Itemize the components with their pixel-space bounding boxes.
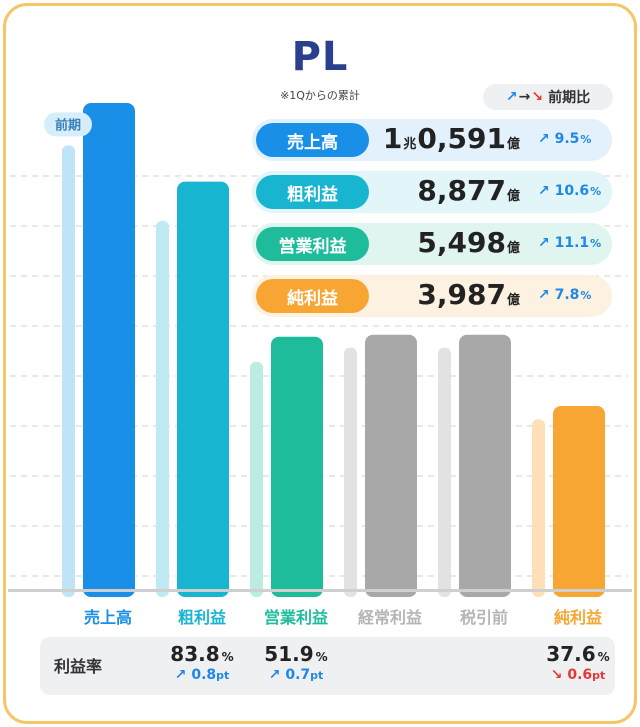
x-axis-labels: 売上高 粗利益 営業利益 経常利益 税引前 純利益 [0, 604, 640, 627]
metric-change-unit: % [580, 133, 592, 146]
margin-heading: 利益率 [54, 657, 103, 676]
metric-value: 8,877 億 [417, 174, 520, 207]
metric-value-unit: 億 [506, 241, 520, 256]
margin-panel: 利益率 83.8% ↗ 0.8pt 51.9% ↗ 0.7pt 37.6% ↘ … [40, 637, 615, 695]
x-tick-label: 営業利益 [263, 608, 328, 627]
metric-change-value: 7.8 [554, 287, 580, 303]
metric-name: 純利益 [256, 279, 369, 313]
bar-previous [156, 220, 169, 597]
bar-current [365, 334, 417, 597]
metric-value: 1 兆 0,591 億 [383, 122, 520, 155]
metric-row-net-profit: 純利益 3,987 億 ↗ 7.8% [252, 275, 612, 317]
margin-change: 0.8 [191, 667, 217, 683]
down-arrow-icon: ↘ [550, 667, 568, 683]
up-arrow-icon: ↗ [538, 287, 555, 303]
metric-change-unit: % [590, 185, 602, 198]
metric-value: 3,987 億 [417, 278, 520, 311]
metric-value-unit: 億 [506, 137, 520, 152]
bar-current [553, 406, 605, 597]
metric-change: ↗ 7.8% [538, 287, 591, 303]
metric-value-unit: 億 [506, 293, 520, 308]
metric-change: ↗ 10.6% [538, 183, 601, 199]
metric-change-value: 9.5 [554, 131, 580, 147]
metric-value: 5,498 億 [417, 226, 520, 259]
margin-unit: % [221, 650, 234, 664]
margin-value: 83.8 [170, 642, 220, 666]
legend: ↗ → ↘ 前期比 [483, 84, 613, 110]
metric-row-gross-profit: 粗利益 8,877 億 ↗ 10.6% [252, 171, 612, 213]
bar-previous [344, 347, 357, 597]
metric-change-unit: % [590, 237, 602, 250]
margin-unit: % [597, 650, 610, 664]
margin-value: 51.9 [264, 642, 314, 666]
metric-name: 営業利益 [256, 227, 369, 261]
up-arrow-icon: ↗ [538, 183, 555, 199]
metric-change: ↗ 11.1% [538, 235, 601, 251]
prev-badge [44, 112, 92, 137]
up-arrow-icon: ↗ [268, 667, 286, 683]
legend-label: 前期比 [548, 90, 591, 106]
margin-change: 0.6 [567, 667, 593, 683]
metric-value-prefix-unit: 兆 [403, 137, 417, 152]
margin-operating: 51.9% ↗ 0.7pt [246, 642, 346, 683]
down-arrow-icon: ↘ [531, 89, 544, 105]
prev-badge-label: 前期 [55, 117, 81, 133]
x-tick-label: 純利益 [553, 608, 602, 627]
metric-value-number: 8,877 [417, 174, 506, 207]
bar-previous [532, 419, 545, 597]
x-axis-line [8, 589, 632, 592]
margin-change-unit: pt [216, 669, 230, 682]
chart-subtitle: ※1Qからの累計 [280, 89, 360, 102]
metric-change-value: 10.6 [554, 183, 590, 199]
margin-change-unit: pt [592, 669, 606, 682]
bar-previous [62, 145, 75, 597]
margin-value: 37.6 [546, 642, 596, 666]
x-tick-label: 経常利益 [357, 608, 422, 627]
metric-value-number: 3,987 [417, 278, 506, 311]
margin-gross: 83.8% ↗ 0.8pt [152, 642, 252, 683]
x-tick-label: 売上高 [83, 608, 132, 627]
margin-unit: % [315, 650, 328, 664]
x-tick-label: 税引前 [459, 608, 508, 627]
bar-current [83, 103, 135, 597]
up-arrow-icon: ↗ [174, 667, 192, 683]
chart-title: PL [291, 34, 349, 80]
metric-name: 売上高 [256, 123, 369, 157]
up-arrow-icon: ↗ [538, 131, 555, 147]
margin-change-unit: pt [310, 669, 324, 682]
bar-current [459, 334, 511, 597]
bar-current [177, 181, 229, 597]
metric-change: ↗ 9.5% [538, 131, 591, 147]
up-arrow-icon: ↗ [538, 235, 555, 251]
metric-value-number: 5,498 [417, 226, 506, 259]
metric-row-sales: 売上高 1 兆 0,591 億 ↗ 9.5% [252, 119, 612, 161]
metric-row-operating-profit: 営業利益 5,498 億 ↗ 11.1% [252, 223, 612, 265]
metric-value-prefix: 1 [382, 122, 403, 155]
metric-value-unit: 億 [506, 189, 520, 204]
bar-previous [438, 347, 451, 597]
metric-change-value: 11.1 [554, 235, 590, 251]
metric-value-number: 0,591 [417, 122, 506, 155]
metric-name: 粗利益 [256, 175, 369, 209]
margin-net: 37.6% ↘ 0.6pt [528, 642, 628, 683]
metric-list: 売上高 1 兆 0,591 億 ↗ 9.5% 粗利益 8,877 億 ↗ 10.… [252, 119, 612, 327]
bar-previous [250, 361, 263, 597]
metric-change-unit: % [580, 289, 592, 302]
x-tick-label: 粗利益 [177, 608, 226, 627]
up-arrow-icon: ↗ [505, 89, 518, 105]
bar-current [271, 336, 323, 597]
right-arrow-icon: → [518, 89, 531, 105]
margin-change: 0.7 [285, 667, 311, 683]
